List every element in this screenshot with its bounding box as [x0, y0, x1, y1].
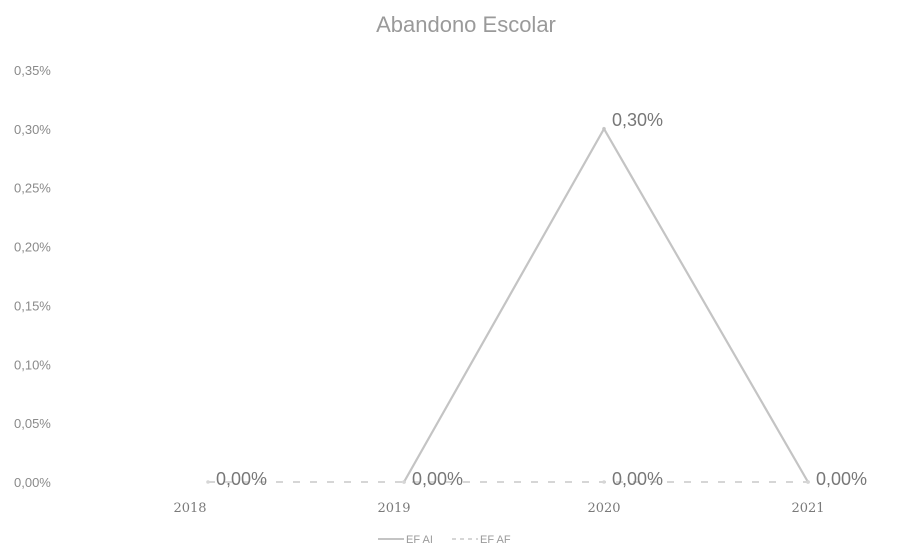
- data-point: [602, 127, 606, 131]
- data-labels: 0,30% 0,00% 0,00% 0,00% 0,00%: [216, 110, 867, 489]
- data-point: [206, 480, 210, 484]
- y-tick-label: 0,35%: [14, 63, 51, 78]
- x-tick-label: 2018: [173, 501, 206, 516]
- chart-title: Abandono Escolar: [376, 12, 556, 37]
- x-tick-label: 2020: [587, 501, 620, 516]
- data-label: 0,30%: [612, 110, 663, 130]
- y-tick-label: 0,05%: [14, 416, 51, 431]
- y-tick-label: 0,00%: [14, 475, 51, 490]
- y-tick-label: 0,10%: [14, 357, 51, 372]
- x-tick-label: 2021: [791, 501, 824, 516]
- data-label: 0,00%: [816, 469, 867, 489]
- legend: EF AI EF AF: [378, 534, 511, 546]
- data-point: [402, 480, 406, 484]
- y-axis: 0,00% 0,05% 0,10% 0,15% 0,20% 0,25% 0,30% 0,35%: [14, 63, 51, 490]
- legend-label-1: EF AF: [480, 534, 511, 546]
- y-tick-label: 0,30%: [14, 122, 51, 137]
- x-tick-label: 2019: [377, 501, 410, 516]
- y-tick-label: 0,25%: [14, 181, 51, 196]
- data-label: 0,00%: [612, 469, 663, 489]
- legend-label-0: EF AI: [406, 534, 433, 546]
- data-label: 0,00%: [216, 469, 267, 489]
- data-point: [602, 480, 606, 484]
- y-tick-label: 0,20%: [14, 240, 51, 255]
- y-tick-label: 0,15%: [14, 298, 51, 313]
- series-line-0: [403, 126, 809, 483]
- data-label: 0,00%: [412, 469, 463, 489]
- series-lines: [206, 126, 810, 484]
- x-axis: 2018 2019 2020 2021: [173, 501, 824, 516]
- data-point: [806, 480, 810, 484]
